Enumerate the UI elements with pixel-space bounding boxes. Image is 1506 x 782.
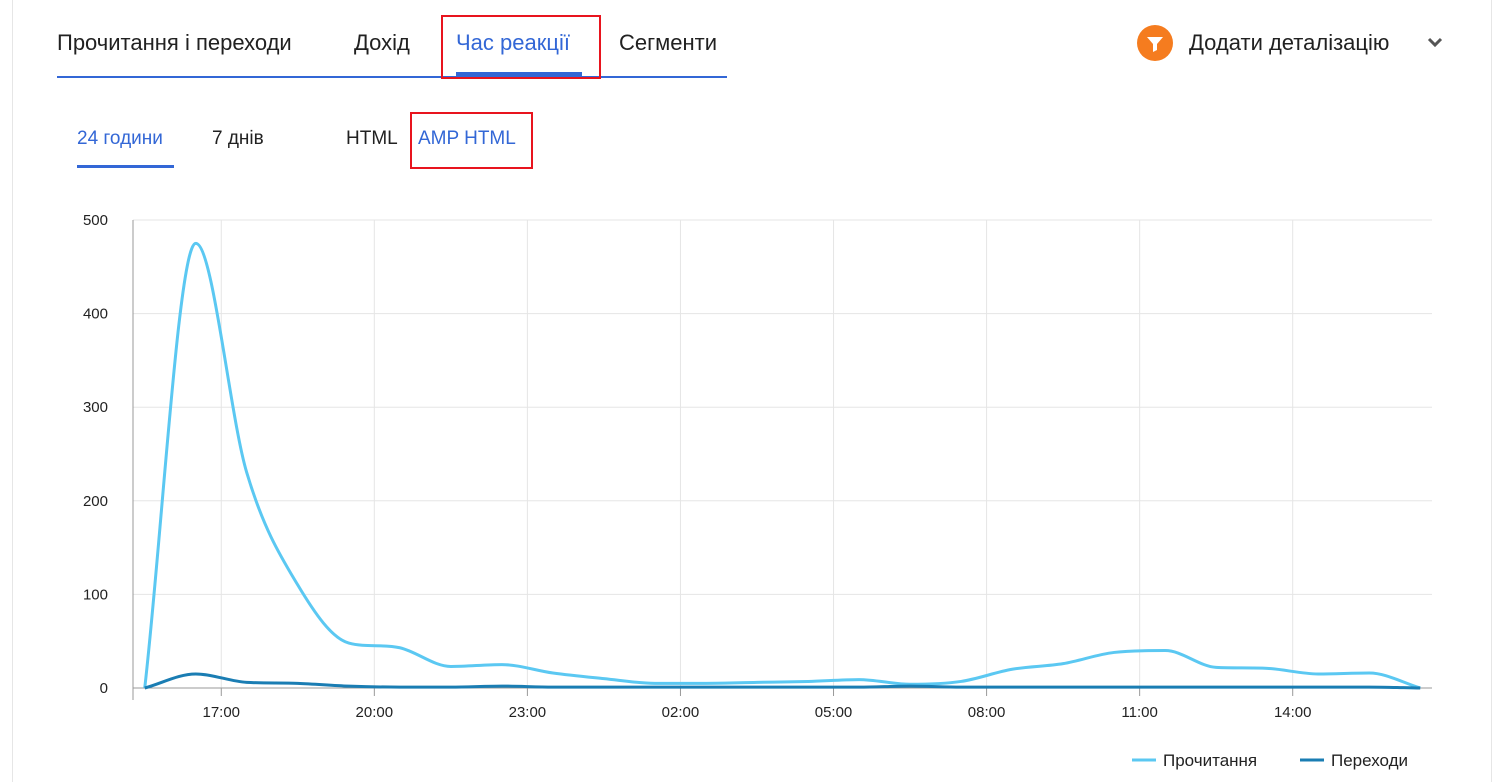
legend-label: Переходи xyxy=(1331,751,1408,770)
y-tick-label: 400 xyxy=(83,306,108,323)
y-tick-label: 200 xyxy=(83,493,108,510)
legend-label: Прочитання xyxy=(1163,751,1257,770)
tab[interactable]: Прочитання і переходи xyxy=(57,30,292,55)
period-indicator xyxy=(77,165,174,168)
highlight-box xyxy=(441,15,601,79)
chevron[interactable] xyxy=(1427,37,1443,49)
x-tick-label: 20:00 xyxy=(356,704,394,721)
x-tick-label: 02:00 xyxy=(662,704,700,721)
breakdown-icon[interactable] xyxy=(1137,25,1173,61)
tabs-underline xyxy=(57,76,727,78)
period-tab-active[interactable]: 24 години xyxy=(77,128,163,149)
line-series xyxy=(143,241,1421,690)
card xyxy=(12,0,1492,782)
active-tab-indicator xyxy=(456,72,582,76)
x-tick-label: 11:00 xyxy=(1121,704,1157,721)
tab[interactable]: Дохід xyxy=(354,30,410,55)
x-tick-label: 05:00 xyxy=(815,704,853,721)
add-breakdown[interactable]: Додати деталізацію xyxy=(1189,30,1390,55)
format-tab[interactable]: HTML xyxy=(346,128,398,149)
highlight-box xyxy=(410,112,533,169)
period-tab[interactable]: 7 днів xyxy=(212,128,264,149)
y-tick-label: 0 xyxy=(100,680,108,697)
y-tick-label: 500 xyxy=(83,212,108,229)
x-tick-label: 08:00 xyxy=(968,704,1006,721)
x-tick-label: 14:00 xyxy=(1274,704,1312,721)
x-tick-label: 17:00 xyxy=(202,704,240,721)
x-tick-label: 23:00 xyxy=(509,704,547,721)
y-tick-label: 300 xyxy=(83,399,108,416)
format-tab-active[interactable]: AMP HTML xyxy=(418,128,516,149)
tab-active[interactable]: Час реакції xyxy=(456,30,570,55)
tab[interactable]: Сегменти xyxy=(619,30,718,55)
line-series xyxy=(144,672,1421,690)
y-tick-label: 100 xyxy=(83,586,108,603)
